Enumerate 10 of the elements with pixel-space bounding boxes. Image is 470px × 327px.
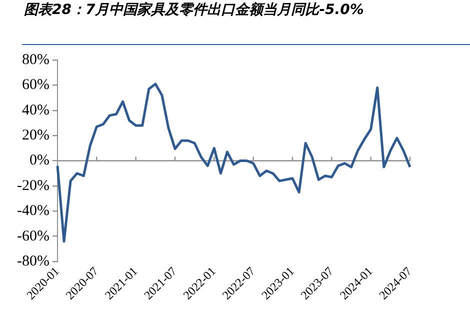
y-tick-label: 80% <box>22 52 50 68</box>
y-tick-label: -20% <box>16 178 50 194</box>
y-tick-label: 20% <box>22 128 50 144</box>
y-tick-label: -80% <box>16 253 50 270</box>
y-tick-label: 0% <box>29 152 50 169</box>
y-tick-label: -40% <box>16 203 50 220</box>
y-tick-label: 60% <box>22 77 50 94</box>
y-tick-label: 40% <box>22 102 50 118</box>
chart-title: 图表28：7月中国家具及零件出口金额当月同比-5.0% <box>24 0 365 20</box>
y-tick-label: -60% <box>16 228 50 244</box>
